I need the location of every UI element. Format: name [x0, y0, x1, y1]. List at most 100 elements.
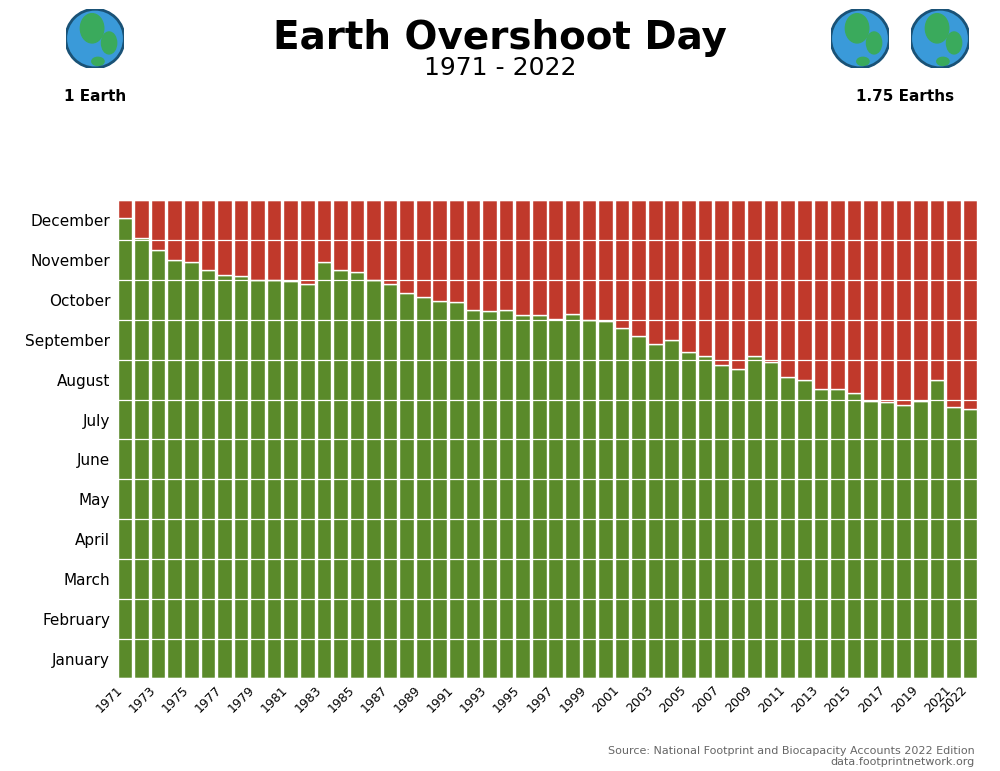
Bar — [946, 407, 961, 678]
Bar — [698, 356, 712, 678]
Bar — [167, 261, 182, 678]
Ellipse shape — [845, 14, 869, 43]
Bar — [350, 272, 364, 678]
Text: 1 Earth: 1 Earth — [64, 89, 126, 103]
Bar — [681, 200, 696, 352]
Bar — [615, 328, 629, 678]
Bar — [118, 200, 132, 218]
Ellipse shape — [92, 57, 104, 66]
Bar — [946, 200, 961, 407]
Bar — [731, 369, 745, 678]
Bar — [896, 405, 911, 678]
Bar — [217, 274, 232, 678]
Bar — [333, 270, 348, 678]
Bar — [482, 200, 497, 311]
Bar — [449, 302, 464, 678]
Bar — [151, 250, 165, 678]
Text: 1971 - 2022: 1971 - 2022 — [424, 56, 576, 79]
Bar — [963, 200, 977, 409]
Bar — [366, 200, 381, 280]
Bar — [598, 200, 613, 322]
Ellipse shape — [937, 57, 949, 66]
Ellipse shape — [946, 32, 962, 54]
Bar — [930, 380, 944, 678]
Bar — [565, 200, 580, 314]
Bar — [913, 200, 928, 401]
Bar — [466, 310, 480, 678]
Bar — [234, 276, 248, 678]
Text: 1.75 Earths: 1.75 Earths — [856, 89, 954, 103]
Bar — [515, 315, 530, 678]
Bar — [184, 200, 199, 261]
Bar — [134, 200, 149, 237]
Bar — [582, 200, 596, 320]
Ellipse shape — [80, 14, 104, 43]
Bar — [896, 200, 911, 405]
Bar — [797, 200, 812, 380]
Bar — [416, 297, 431, 678]
Bar — [747, 200, 762, 356]
Bar — [648, 344, 663, 678]
Bar — [515, 200, 530, 315]
Bar — [698, 200, 712, 356]
Bar — [482, 311, 497, 678]
Bar — [366, 280, 381, 678]
Bar — [548, 318, 563, 678]
Ellipse shape — [866, 32, 882, 54]
Circle shape — [911, 9, 969, 68]
Bar — [631, 336, 646, 678]
Bar — [350, 200, 364, 272]
Bar — [416, 200, 431, 297]
Bar — [317, 261, 331, 678]
Bar — [151, 200, 165, 250]
Bar — [532, 315, 547, 678]
Bar — [681, 352, 696, 678]
Bar — [267, 200, 281, 280]
Ellipse shape — [101, 32, 117, 54]
Bar — [714, 200, 729, 365]
Bar — [780, 376, 795, 678]
Bar — [201, 200, 215, 270]
Circle shape — [66, 9, 124, 68]
Ellipse shape — [925, 14, 949, 43]
Bar — [648, 200, 663, 344]
Bar — [383, 200, 397, 284]
Bar — [118, 218, 132, 678]
Bar — [615, 200, 629, 328]
Bar — [764, 200, 778, 362]
Bar — [499, 310, 513, 678]
Bar — [664, 200, 679, 340]
Bar — [134, 237, 149, 678]
Text: Source: National Footprint and Biocapacity Accounts 2022 Edition
data.footprintn: Source: National Footprint and Biocapaci… — [608, 746, 975, 767]
Bar — [764, 362, 778, 678]
Bar — [780, 200, 795, 376]
Bar — [250, 280, 265, 678]
Bar — [847, 200, 861, 393]
Bar — [184, 261, 199, 678]
Bar — [548, 200, 563, 318]
Bar — [582, 320, 596, 678]
Bar — [383, 284, 397, 678]
Bar — [797, 380, 812, 678]
Bar — [565, 314, 580, 678]
Bar — [399, 200, 414, 293]
Bar — [532, 200, 547, 315]
Bar — [598, 322, 613, 678]
Bar — [930, 200, 944, 380]
Bar — [317, 200, 331, 261]
Bar — [863, 200, 878, 401]
Bar — [631, 200, 646, 336]
Bar — [863, 401, 878, 678]
Bar — [466, 200, 480, 310]
Bar — [432, 200, 447, 301]
Bar — [250, 200, 265, 280]
Bar — [714, 365, 729, 678]
Bar — [664, 340, 679, 678]
Bar — [217, 200, 232, 274]
Bar — [201, 270, 215, 678]
Bar — [814, 389, 828, 678]
Bar — [399, 293, 414, 678]
Bar — [499, 200, 513, 310]
Bar — [731, 200, 745, 369]
Bar — [283, 200, 298, 281]
